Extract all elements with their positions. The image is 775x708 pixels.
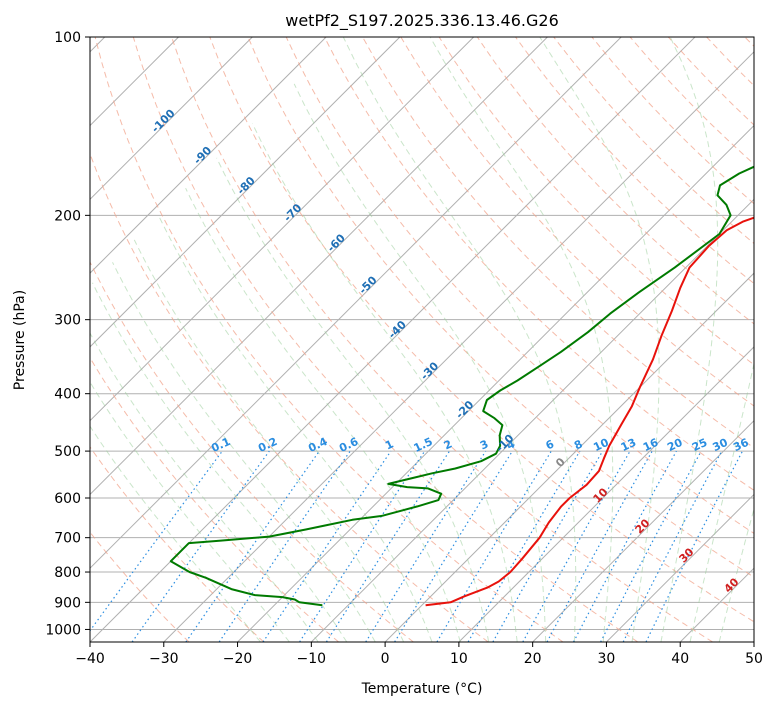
mixing-ratio-line <box>218 450 351 642</box>
dry-adiabat-line <box>515 37 754 285</box>
isotherm-line <box>237 124 754 642</box>
moist-adiabat-line <box>133 239 405 642</box>
moist-adiabat-line <box>293 83 547 642</box>
moist-adiabat-line <box>157 215 433 642</box>
x-tick-label: 40 <box>671 651 689 667</box>
dry-adiabat-line <box>285 37 754 535</box>
dry-adiabat-line <box>438 37 754 366</box>
isotherm-line <box>532 419 754 642</box>
background-lines <box>90 37 754 642</box>
x-tick-label: 0 <box>381 651 390 667</box>
dry-adiabat-line <box>476 37 754 325</box>
moist-adiabat-line <box>429 37 614 642</box>
mixing-ratio-line <box>572 450 677 642</box>
moist-adiabat-line <box>539 37 660 642</box>
dry-adiabat-line <box>247 37 754 578</box>
isotherm-line <box>90 37 401 348</box>
mixing-ratio-line <box>436 450 552 642</box>
dry-adiabat-line <box>323 37 754 491</box>
y-tick-label: 700 <box>54 531 81 547</box>
plot-frame <box>89 36 755 643</box>
mixing-ratio-line <box>365 450 487 642</box>
y-tick-label: 500 <box>54 444 81 460</box>
x-tick-label: −10 <box>297 651 327 667</box>
isotherm-line <box>90 37 622 569</box>
plot-background <box>90 37 754 642</box>
isotherm-line <box>90 37 475 422</box>
moist-adiabat-line <box>660 37 719 642</box>
moist-adiabat-line <box>718 507 754 642</box>
moist-adiabat-line <box>185 187 461 642</box>
moist-adiabat-line <box>112 262 376 642</box>
mixing-ratio-label: 10 <box>591 436 611 454</box>
sounding-series-1 <box>169 165 754 607</box>
y-tick-label: 900 <box>54 595 81 611</box>
mixing-ratio-label: 16 <box>641 436 661 454</box>
mixing-ratio-line <box>394 450 513 642</box>
moist-adiabat-line <box>90 381 290 642</box>
series-layer <box>169 165 754 607</box>
moist-adiabat-line <box>216 157 490 642</box>
sounding-series-0 <box>425 216 754 607</box>
y-tick-label: 1000 <box>45 622 81 638</box>
y-tick-label: 200 <box>54 208 81 224</box>
mixing-ratio-label: 36 <box>731 436 751 454</box>
dry-adiabat-line <box>90 446 265 642</box>
dry-adiabat-line <box>171 37 713 642</box>
mixing-ratio-label: 25 <box>690 436 709 454</box>
chart-title: wetPf2_S197.2025.336.13.46.G26 <box>285 11 559 31</box>
y-ticks: 100 200 300 400 500 600 700 800 900 1000 <box>45 30 90 638</box>
isotherm-line <box>384 272 754 642</box>
x-ticks: −40 −30 −20 −10 0 10 20 30 40 50 <box>75 642 763 667</box>
moist-adiabat-line <box>92 282 348 642</box>
mixing-ratio-line <box>325 450 450 642</box>
y-tick-label: 100 <box>54 30 81 46</box>
isotherm-line <box>90 37 548 496</box>
x-tick-label: −40 <box>75 651 105 667</box>
dry-adiabat-line <box>94 37 564 642</box>
mixing-ratio-line <box>185 450 320 642</box>
x-tick-label: −30 <box>149 651 179 667</box>
y-tick-label: 600 <box>54 491 81 507</box>
x-tick-label: 20 <box>524 651 542 667</box>
isotherm-line <box>163 51 754 642</box>
x-tick-label: 50 <box>745 651 763 667</box>
dry-adiabat-line <box>209 37 754 623</box>
x-axis-label: Temperature (°C) <box>361 681 483 697</box>
x-tick-label: 10 <box>450 651 468 667</box>
isotherm-line <box>90 37 253 201</box>
x-tick-label: 30 <box>598 651 616 667</box>
isotherm-line <box>606 493 754 642</box>
x-tick-label: −20 <box>223 651 253 667</box>
y-tick-label: 300 <box>54 313 81 329</box>
dry-adiabat-line <box>90 260 414 642</box>
moist-adiabat-line <box>90 332 319 642</box>
y-tick-label: 400 <box>54 387 81 403</box>
mixing-ratio-line <box>467 450 581 642</box>
y-axis-label: Pressure (hPa) <box>12 290 28 390</box>
mixing-ratio-line <box>262 450 392 642</box>
y-tick-label: 800 <box>54 565 81 581</box>
isotherm-line <box>458 346 754 642</box>
isotherm-line <box>90 37 327 274</box>
dry-adiabat-line <box>132 37 639 642</box>
moist-adiabat-line <box>342 37 577 642</box>
mixing-ratio-line <box>131 450 270 642</box>
isotherm-line <box>90 37 696 642</box>
moist-adiabat-line <box>689 361 754 642</box>
mixing-ratio-label: 20 <box>665 436 685 454</box>
moist-adiabat-line <box>251 123 518 642</box>
moist-adiabat-line <box>90 425 261 642</box>
isotherm-line <box>753 641 754 642</box>
mixing-ratio-label: 30 <box>711 436 731 454</box>
mixing-ratio-label: 13 <box>619 436 638 454</box>
mixing-ratio-line <box>299 450 426 642</box>
